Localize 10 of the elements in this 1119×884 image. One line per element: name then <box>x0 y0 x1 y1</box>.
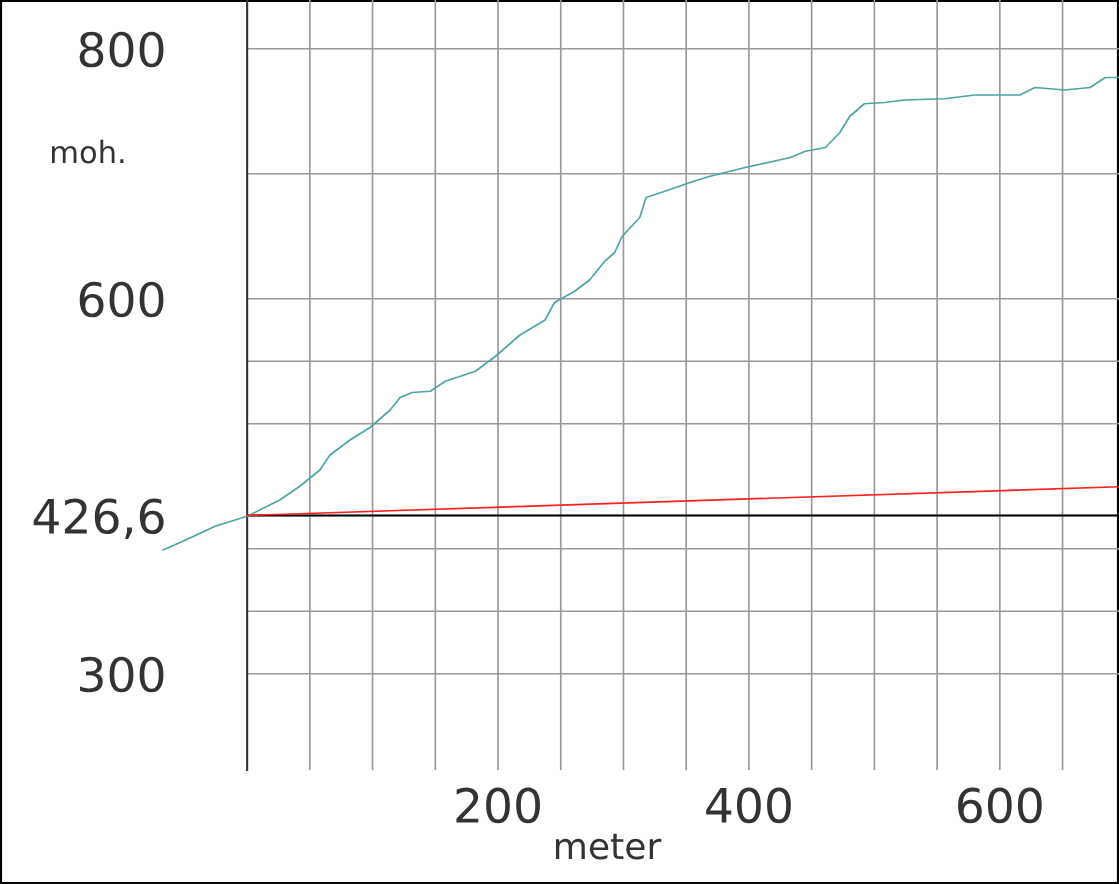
x-tick-label: 400 <box>706 787 791 824</box>
x-tick-label: 200 <box>456 787 540 824</box>
x-tick-label: 600 <box>958 787 1042 824</box>
y-tick-label: 426,6 <box>33 498 164 539</box>
x-axis-title: meter <box>555 833 662 860</box>
y-axis-title: moh. <box>52 139 124 164</box>
y-tick-label: 300 <box>80 656 164 693</box>
y-tick-label: 800 <box>79 31 164 68</box>
line-series <box>162 76 1119 551</box>
y-tick-label: 600 <box>79 281 164 318</box>
